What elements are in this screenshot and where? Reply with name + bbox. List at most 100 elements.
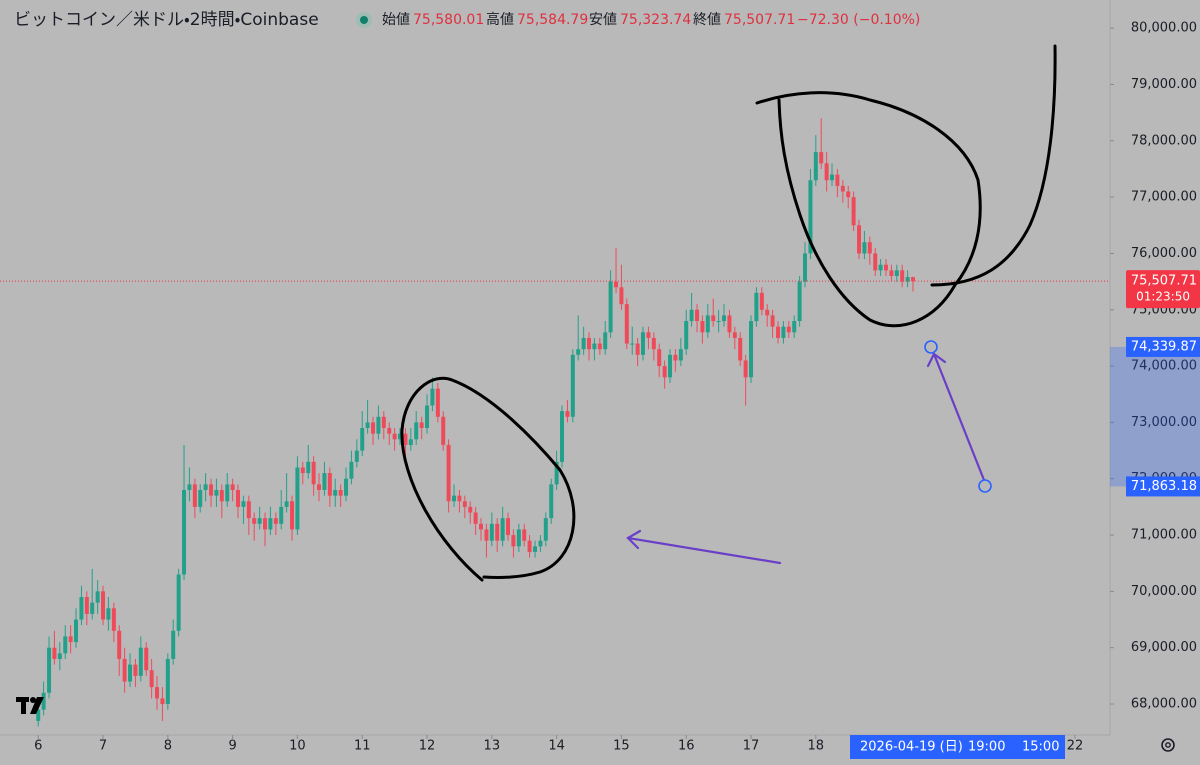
arrow-line	[626, 536, 782, 565]
candle-body	[754, 292, 759, 322]
candle-body	[776, 326, 781, 338]
candle-body	[344, 478, 349, 496]
candle-body	[392, 433, 397, 440]
candle-body	[241, 501, 246, 507]
candle-body	[635, 343, 640, 355]
candle-body	[846, 191, 851, 198]
y-tick-label: 78,000.00	[1131, 133, 1197, 148]
candle-body	[209, 484, 214, 496]
candle-body	[689, 309, 694, 322]
x-tick-label: 16	[678, 739, 695, 754]
ohlc-label: 始値	[382, 12, 410, 28]
candle-body	[128, 664, 133, 682]
candle-body	[862, 242, 867, 254]
x-tick-label: 15	[613, 739, 630, 754]
candle-body	[300, 467, 305, 474]
candle-body	[117, 630, 122, 659]
candle-body	[263, 518, 268, 530]
candle-body	[306, 461, 311, 474]
y-tick-label: 76,000.00	[1131, 246, 1197, 261]
circle-annotation	[400, 376, 576, 582]
candle-body	[851, 197, 856, 226]
y-tick-label: 74,000.00	[1131, 359, 1197, 374]
candle-body	[597, 343, 602, 350]
candle-body	[781, 326, 786, 338]
candle-body	[403, 433, 408, 445]
candle-body	[700, 321, 705, 333]
range-marker	[1126, 336, 1200, 357]
ohlc-label: 高値	[486, 11, 514, 28]
candle-body	[619, 287, 624, 305]
candle-body	[333, 490, 338, 496]
range-marker-label: 71,863.18	[1131, 479, 1197, 494]
ohlc-value: 75,580.01	[413, 12, 484, 28]
candle-body	[479, 523, 483, 530]
y-tick-label: 77,000.00	[1131, 190, 1197, 205]
candle-body	[484, 529, 489, 541]
drag-handle[interactable]	[978, 479, 992, 493]
candle-body	[759, 292, 764, 310]
candle-body	[824, 163, 829, 181]
candle-body	[468, 506, 473, 513]
candle-body	[155, 687, 160, 699]
candle-body	[101, 591, 106, 620]
candle-body	[214, 490, 219, 496]
candle-body	[624, 304, 629, 344]
candle-body	[279, 506, 284, 524]
arrow-head	[926, 352, 947, 368]
candle-body	[743, 360, 748, 378]
candle-body	[867, 242, 872, 254]
candle-body	[576, 349, 581, 355]
candle-body	[441, 416, 446, 445]
candle-body	[290, 501, 295, 530]
candle-body	[911, 277, 916, 282]
candle-body	[905, 277, 910, 282]
candle-body	[246, 501, 251, 519]
candle-body	[425, 405, 430, 429]
candle-body	[90, 602, 95, 614]
candle-body	[878, 264, 883, 271]
candle-body	[727, 315, 732, 333]
candle-body	[284, 501, 289, 507]
candle-body	[506, 518, 511, 536]
candle-body	[165, 658, 170, 705]
candle-body	[122, 658, 127, 682]
ohlc-value: 75,323.74	[620, 12, 691, 28]
ohlc-label: 安値	[589, 12, 617, 28]
candle-body	[295, 467, 300, 530]
arrow-head	[626, 529, 642, 550]
candle-body	[500, 518, 505, 541]
candle-body	[873, 253, 878, 271]
time-highlight	[850, 735, 1065, 759]
annotations	[400, 44, 1057, 582]
candle-body	[543, 518, 548, 541]
candle-body	[182, 490, 187, 575]
drag-handle[interactable]	[924, 340, 938, 354]
y-tick-label: 71,000.00	[1131, 528, 1197, 543]
candle-body	[802, 253, 807, 282]
candle-body	[95, 591, 100, 603]
candle-body	[79, 597, 84, 620]
candle-body	[516, 529, 521, 547]
candle-body	[149, 670, 154, 688]
candle-body	[230, 484, 235, 490]
candle-body	[668, 354, 673, 378]
candle-body	[457, 495, 462, 502]
candle-body	[371, 422, 376, 434]
candle-body	[511, 535, 516, 547]
x-tick-label: 10	[289, 739, 306, 754]
candle-body	[273, 518, 278, 524]
candle-body	[430, 388, 435, 406]
candle-body	[41, 692, 46, 710]
candle-body	[738, 337, 743, 361]
candle-body	[176, 574, 181, 631]
candle-body	[236, 490, 241, 507]
candle-body	[489, 523, 494, 541]
candle-body	[559, 411, 564, 462]
candle-body	[716, 321, 721, 323]
x-tick-label: 11	[354, 739, 371, 754]
settings-icon[interactable]	[1161, 738, 1175, 752]
candle-body	[770, 315, 775, 327]
time-highlight-date: 2026-04-19 (日)	[860, 740, 963, 755]
